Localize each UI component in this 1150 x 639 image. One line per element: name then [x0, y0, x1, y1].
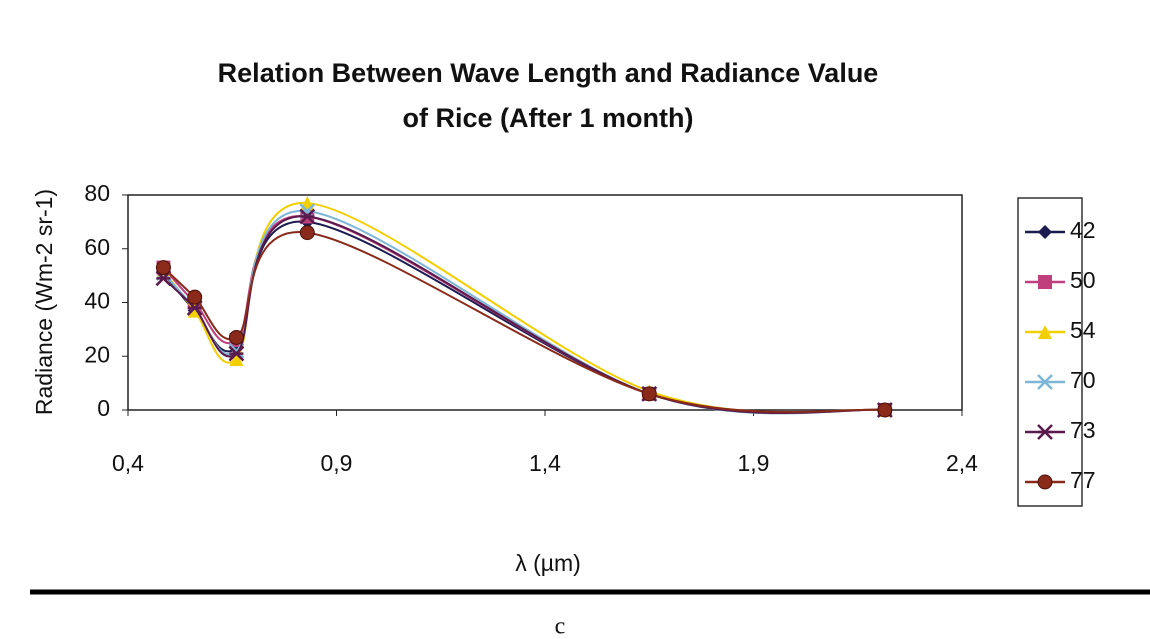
data-point — [877, 402, 893, 418]
legend-marker — [1038, 225, 1052, 239]
series-line — [162, 220, 885, 414]
legend-marker — [1037, 424, 1053, 440]
legend-marker — [1038, 275, 1052, 289]
legend-marker — [1037, 374, 1053, 390]
legend-label: 54 — [1070, 317, 1096, 343]
x-axis-label: λ (µm) — [515, 550, 581, 576]
y-tick-label: 0 — [97, 395, 110, 421]
legend-label: 42 — [1070, 217, 1096, 243]
chart-title: of Rice (After 1 month) — [402, 103, 693, 133]
x-tick-label: 1,9 — [738, 450, 770, 476]
y-tick-label: 80 — [84, 180, 110, 206]
data-point — [641, 386, 657, 402]
x-tick-label: 1,4 — [529, 450, 561, 476]
chart-title: Relation Between Wave Length and Radianc… — [218, 58, 879, 88]
y-tick-label: 20 — [84, 341, 110, 367]
data-point — [228, 345, 245, 362]
x-tick-label: 0,9 — [321, 450, 353, 476]
data-point — [299, 225, 315, 241]
legend-box — [1017, 197, 1083, 507]
plot-frame — [127, 194, 963, 411]
x-tick-label: 2,4 — [946, 450, 978, 476]
legend-label: 73 — [1070, 417, 1096, 443]
series-line — [162, 215, 885, 415]
data-point — [229, 351, 244, 366]
data-point — [299, 208, 316, 225]
legend-label: 50 — [1070, 267, 1096, 293]
y-tick-label: 60 — [84, 234, 110, 260]
legend-label: 77 — [1070, 467, 1096, 493]
legend-label: 70 — [1070, 367, 1096, 393]
legend-marker — [1038, 325, 1052, 339]
data-point — [155, 270, 172, 287]
y-axis-label: Radiance (Wm-2 sr-1) — [31, 189, 57, 415]
data-point — [187, 289, 203, 305]
y-tick-label: 40 — [84, 288, 110, 314]
x-tick-label: 0,4 — [112, 450, 144, 476]
data-point — [155, 260, 171, 276]
series-line — [162, 215, 885, 415]
data-point — [228, 329, 244, 345]
caption: c — [555, 614, 566, 639]
legend-marker — [1037, 474, 1053, 490]
